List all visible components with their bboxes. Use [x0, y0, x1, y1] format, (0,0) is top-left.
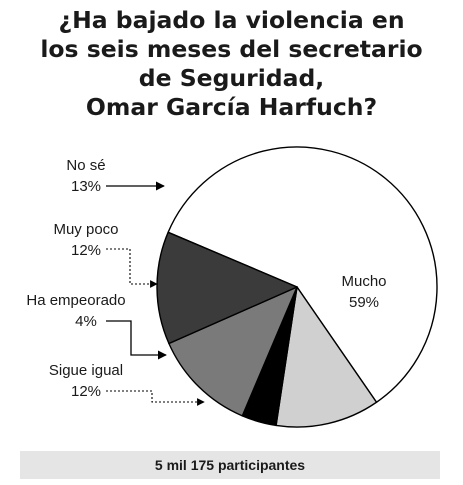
label-muy-poco: Muy poco — [53, 221, 118, 238]
leader-muy-poco — [106, 248, 158, 288]
label-sigue-igual: Sigue igual — [49, 362, 123, 379]
value-sigue-igual: 12% — [71, 383, 101, 400]
value-muy-poco: 12% — [71, 242, 101, 259]
value-mucho: 59% — [349, 294, 379, 311]
title-line-1: ¿Ha bajado la violencia en — [58, 6, 405, 34]
label-ha-empeorado: Ha empeorado — [26, 292, 125, 309]
value-no-se: 13% — [71, 178, 101, 195]
label-mucho: Mucho — [341, 273, 386, 290]
title-line-3: de Seguridad, — [138, 64, 325, 92]
label-no-se: No sé — [66, 157, 105, 174]
participants-footer: 5 mil 175 participantes — [20, 451, 440, 479]
pie-slice-muy-poco — [168, 286, 298, 417]
pie-slice-mucho — [167, 146, 438, 403]
value-ha-empeorado: 4% — [75, 313, 97, 330]
leader-ha-empeorado — [106, 320, 167, 360]
chart-title: ¿Ha bajado la violencia en los seis mese… — [0, 6, 463, 122]
pie-slice-no-se — [156, 231, 298, 345]
pie-slice-sigue-igual — [275, 286, 378, 428]
leader-sigue-igual — [106, 390, 205, 406]
title-line-2: los seis meses del secretario — [40, 35, 423, 63]
pie-chart: No sé 13% Muy poco 12% Ha empeorado 4% S… — [26, 146, 438, 428]
title-line-4: Omar García Harfuch? — [85, 93, 378, 121]
